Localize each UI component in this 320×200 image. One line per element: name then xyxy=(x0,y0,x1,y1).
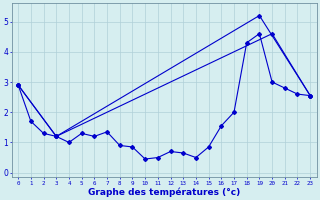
X-axis label: Graphe des températures (°c): Graphe des températures (°c) xyxy=(88,187,240,197)
